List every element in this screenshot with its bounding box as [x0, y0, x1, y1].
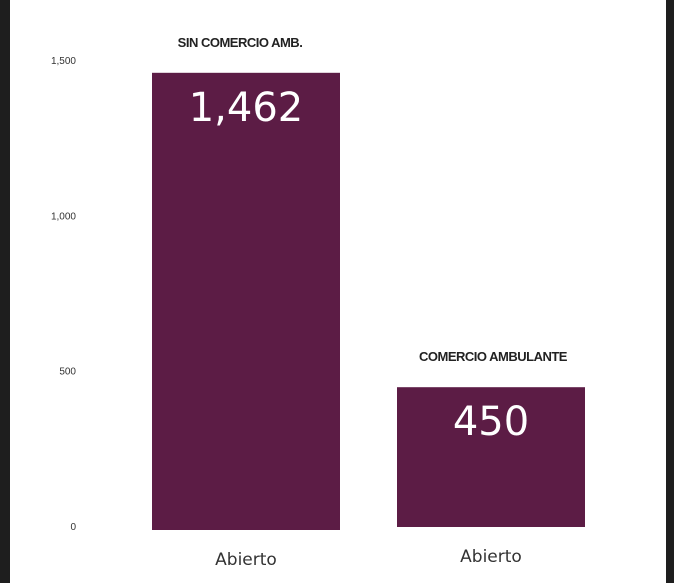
chart-panel: 0 500 1,000 1,500 1,462 SIN COMERCIO AMB. Abi… — [10, 0, 666, 583]
series-label: COMERCIO AMBULANTE — [419, 349, 568, 364]
category-label: Abierto — [460, 547, 522, 567]
y-tick-label: 500 — [59, 367, 76, 378]
bar — [397, 387, 585, 527]
bars — [152, 72, 585, 531]
value-label: 450 — [453, 399, 529, 445]
y-tick-label: 0 — [70, 522, 76, 533]
bar-chart: 0 500 1,000 1,500 1,462 SIN COMERCIO AMB. Abi… — [51, 35, 585, 570]
category-label: Abierto — [215, 550, 277, 570]
bar-labels: 1,462 SIN COMERCIO AMB. Abierto 450 COMERCIO… — [178, 35, 569, 570]
bar — [152, 72, 340, 531]
y-axis: 0 500 1,000 1,500 — [51, 56, 76, 533]
value-label: 1,462 — [189, 85, 304, 131]
y-tick-label: 1,500 — [51, 56, 76, 67]
y-tick-label: 1,000 — [51, 211, 76, 222]
series-label: SIN COMERCIO AMB. — [178, 35, 303, 50]
